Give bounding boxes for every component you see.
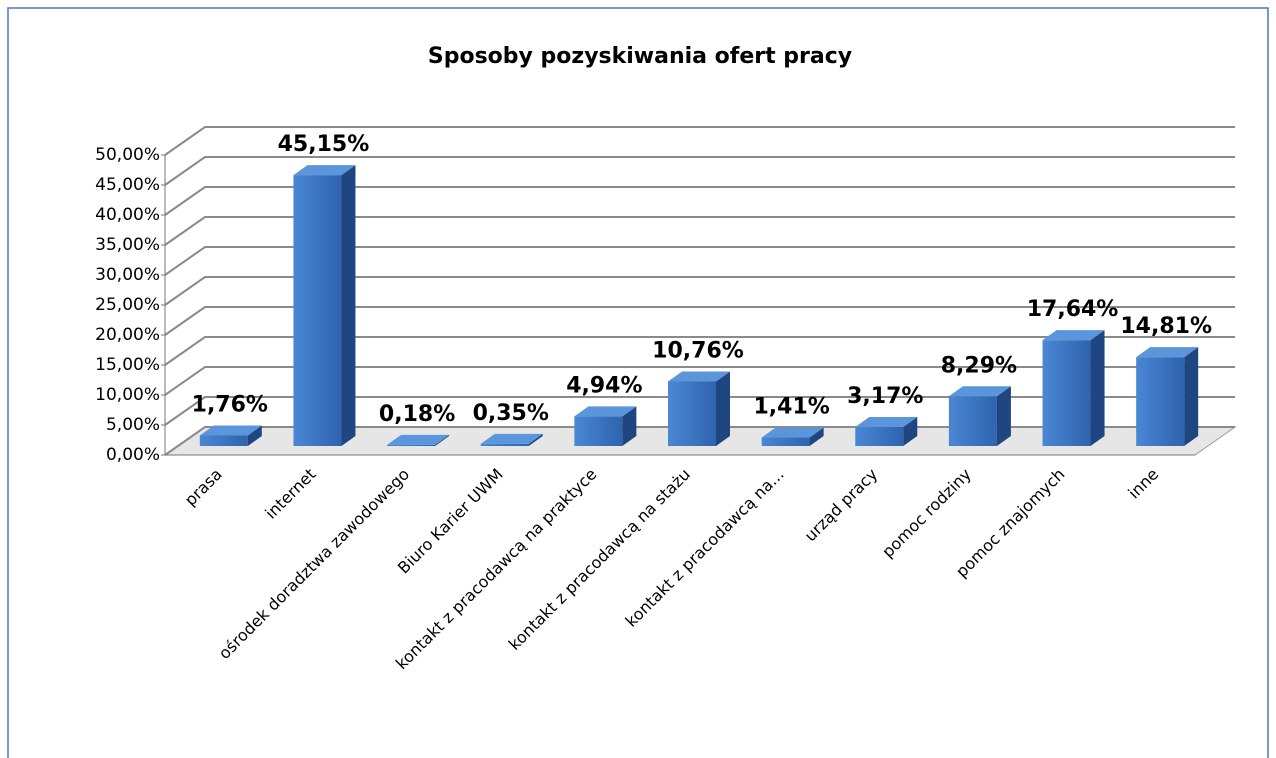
bar-top <box>293 165 356 176</box>
data-label: 14,81% <box>1120 314 1212 339</box>
bar-top <box>668 371 730 382</box>
x-tick-label: inne <box>1124 465 1162 503</box>
y-tick-label: 5,00% <box>106 415 160 435</box>
y-tick-label: 10,00% <box>95 385 160 405</box>
grid-line <box>164 246 1235 276</box>
grid-line <box>164 336 1235 366</box>
y-tick-label: 20,00% <box>95 325 160 345</box>
grid-line <box>164 156 1235 186</box>
x-tick-label: pomoc rodziny <box>878 465 975 562</box>
data-label: 0,35% <box>473 401 549 426</box>
data-label: 4,94% <box>566 373 642 398</box>
bar-front <box>668 381 716 446</box>
bar-front <box>855 426 904 446</box>
grid-line <box>164 186 1235 216</box>
grid-line <box>164 276 1235 306</box>
x-tick-label: ośrodek doradztwa zawodowego <box>215 465 413 663</box>
bar-side <box>996 386 1011 446</box>
data-label: 17,64% <box>1027 297 1119 322</box>
bar-top <box>1136 347 1199 358</box>
grid-line <box>164 216 1235 246</box>
y-tick-label: 50,00% <box>95 145 160 165</box>
bar-front <box>574 416 623 446</box>
data-label: 1,41% <box>753 395 829 420</box>
y-tick-label: 30,00% <box>95 265 160 285</box>
x-tick-label: urząd pracy <box>801 465 882 546</box>
bar-front <box>387 444 436 446</box>
x-tick-label: kontakt z pracodawcą na... <box>622 465 788 631</box>
bar-top <box>855 416 918 427</box>
y-tick-label: 45,00% <box>95 175 160 195</box>
bar-front <box>1042 340 1091 446</box>
bar-side <box>622 406 637 446</box>
data-label: 3,17% <box>847 384 923 409</box>
data-label: 8,29% <box>941 353 1017 378</box>
x-tick-label: kontakt z pracodawcą na praktyce <box>392 465 601 674</box>
data-label: 1,76% <box>192 392 268 417</box>
bar-side <box>528 433 543 446</box>
bar-side <box>1090 330 1105 446</box>
x-tick-label: prasa <box>181 465 226 510</box>
data-label: 10,76% <box>652 338 744 363</box>
bar-side <box>716 371 730 446</box>
bar-front <box>199 435 248 446</box>
bar-top <box>387 434 450 445</box>
bar-top <box>1042 330 1105 341</box>
x-tick-label: internet <box>261 465 319 523</box>
bar-front <box>948 396 997 446</box>
bar-side <box>1184 347 1199 446</box>
bar-front <box>480 443 529 446</box>
data-label: 45,15% <box>278 132 370 157</box>
x-tick-label: kontakt z pracodawcą na stażu <box>505 465 694 654</box>
bar-side <box>247 425 262 446</box>
grid-line <box>164 396 1235 426</box>
y-tick-label: 15,00% <box>95 355 160 375</box>
bar-top <box>480 433 543 444</box>
y-tick-label: 25,00% <box>95 295 160 315</box>
grid-line <box>164 126 1235 156</box>
data-label: 0,18% <box>379 402 455 427</box>
bar-front <box>1136 357 1185 446</box>
grid-line <box>164 306 1235 336</box>
bar-top <box>199 425 262 436</box>
bar-side <box>903 416 918 446</box>
bar-top <box>761 427 824 438</box>
bar-side <box>809 427 824 446</box>
bar-front <box>761 437 810 446</box>
chart-border <box>7 7 1269 758</box>
y-tick-label: 0,00% <box>106 445 160 465</box>
bar-top <box>574 406 637 417</box>
grid-line <box>164 366 1235 396</box>
chart-title: Sposoby pozyskiwania ofert pracy <box>428 44 852 69</box>
y-tick-label: 40,00% <box>95 205 160 225</box>
bar-top <box>948 386 1011 397</box>
bar-front <box>293 175 342 446</box>
y-tick-label: 35,00% <box>95 235 160 255</box>
bar-side <box>435 434 450 446</box>
bar-side <box>341 165 356 446</box>
